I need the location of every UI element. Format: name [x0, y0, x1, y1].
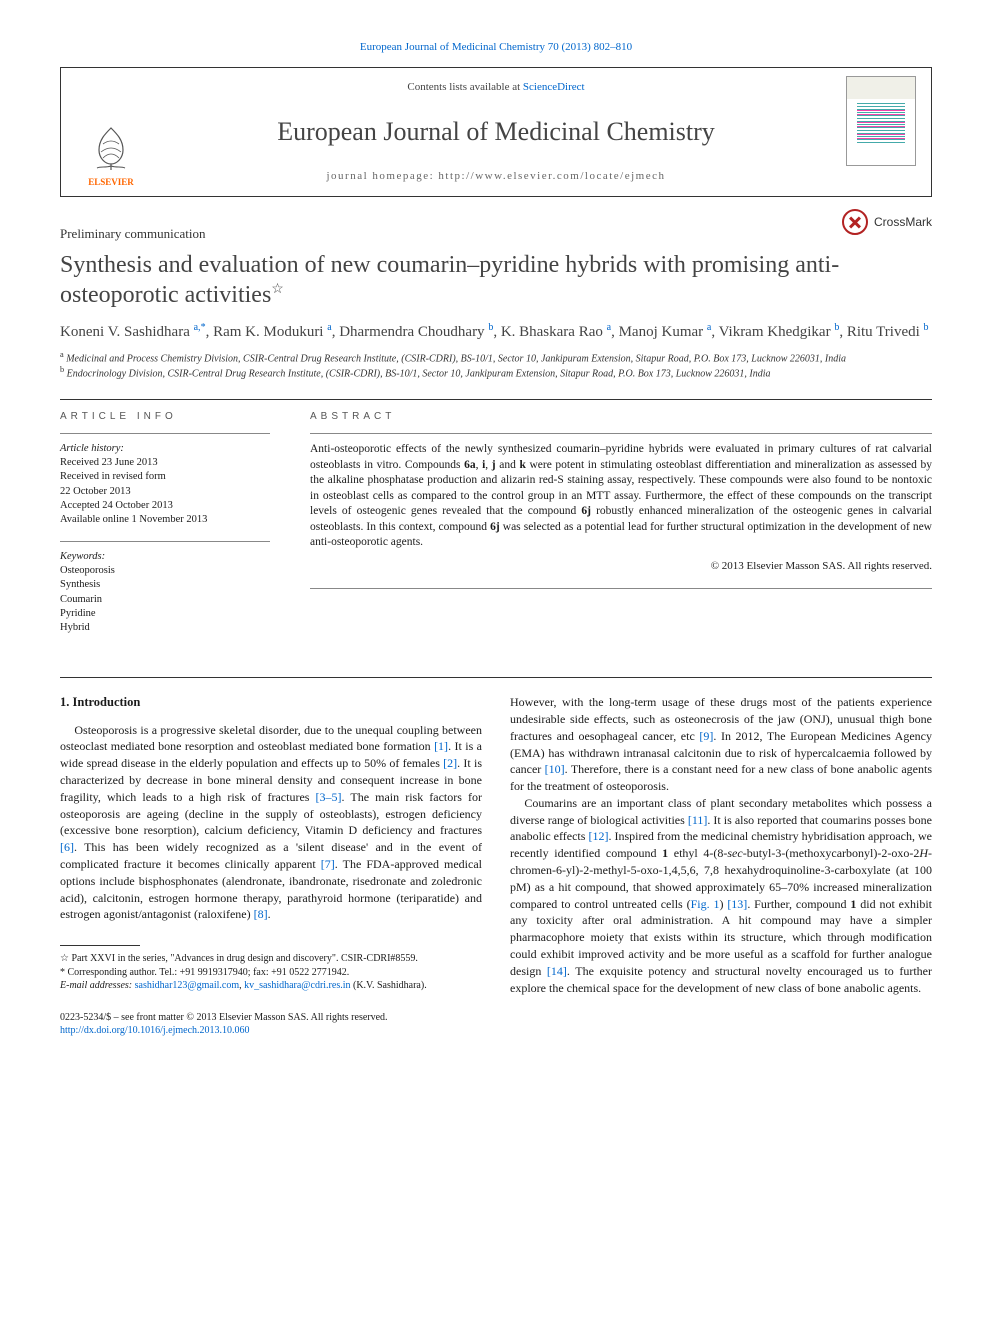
introduction-heading: 1. Introduction	[60, 694, 482, 712]
keyword: Coumarin	[60, 593, 270, 607]
affiliation-a: a Medicinal and Process Chemistry Divisi…	[60, 350, 932, 365]
sciencedirect-link[interactable]: ScienceDirect	[523, 81, 585, 93]
keyword: Pyridine	[60, 607, 270, 621]
keyword: Osteoporosis	[60, 564, 270, 578]
history-line: 22 October 2013	[60, 485, 270, 499]
email-link[interactable]: kv_sashidhara@cdri.res.in	[244, 980, 350, 991]
keyword: Synthesis	[60, 578, 270, 592]
publisher-name: ELSEVIER	[88, 176, 134, 188]
doi-link[interactable]: http://dx.doi.org/10.1016/j.ejmech.2013.…	[60, 1025, 250, 1036]
journal-homepage-line: journal homepage: http://www.elsevier.co…	[327, 169, 666, 184]
journal-cover-area	[831, 68, 931, 196]
email-label: E-mail addresses:	[60, 980, 132, 991]
citation-line: European Journal of Medicinal Chemistry …	[60, 40, 932, 55]
divider-thin	[310, 433, 932, 434]
abstract-copyright: © 2013 Elsevier Masson SAS. All rights r…	[310, 559, 932, 574]
abstract-text: Anti-osteoporotic effects of the newly s…	[310, 442, 932, 551]
footnote-email: E-mail addresses: sashidhar123@gmail.com…	[60, 979, 482, 993]
divider-thin	[60, 433, 270, 434]
journal-title: European Journal of Medicinal Chemistry	[277, 114, 715, 149]
divider	[60, 677, 932, 678]
abstract-column: ABSTRACT Anti-osteoporotic effects of th…	[310, 410, 932, 650]
email-name: (K.V. Sashidhara).	[351, 980, 427, 991]
keyword: Hybrid	[60, 621, 270, 635]
footnotes-block: ☆ Part XXVI in the series, "Advances in …	[60, 945, 482, 993]
affiliation-b: b Endocrinology Division, CSIR-Central D…	[60, 365, 932, 380]
homepage-prefix: journal homepage:	[327, 170, 439, 182]
divider	[60, 399, 932, 400]
intro-paragraph: Coumarins are an important class of plan…	[510, 795, 932, 997]
journal-header: ELSEVIER Contents lists available at Sci…	[60, 67, 932, 197]
homepage-url: http://www.elsevier.com/locate/ejmech	[438, 170, 665, 182]
history-line: Received in revised form	[60, 470, 270, 484]
article-body: 1. Introduction Osteoporosis is a progre…	[60, 694, 932, 1037]
divider-thin	[60, 541, 270, 542]
info-abstract-row: ARTICLE INFO Article history: Received 2…	[60, 410, 932, 650]
history-line: Available online 1 November 2013	[60, 513, 270, 527]
journal-cover-thumbnail	[846, 76, 916, 166]
footnote-corresponding: * Corresponding author. Tel.: +91 991931…	[60, 966, 482, 980]
abstract-label: ABSTRACT	[310, 410, 932, 424]
crossmark-icon	[842, 209, 868, 235]
article-history-block: Article history: Received 23 June 2013 R…	[60, 442, 270, 527]
email-link[interactable]: sashidhar123@gmail.com	[135, 980, 239, 991]
author-list: Koneni V. Sashidhara a,*, Ram K. Modukur…	[60, 320, 932, 344]
history-line: Accepted 24 October 2013	[60, 499, 270, 513]
footnote-rule	[60, 945, 140, 946]
header-center: Contents lists available at ScienceDirec…	[161, 68, 831, 196]
contents-available-line: Contents lists available at ScienceDirec…	[407, 80, 584, 95]
contents-prefix: Contents lists available at	[407, 81, 522, 93]
footnote-star: ☆ Part XXVI in the series, "Advances in …	[60, 952, 482, 966]
keywords-head: Keywords:	[60, 550, 270, 564]
affiliations: a Medicinal and Process Chemistry Divisi…	[60, 350, 932, 381]
footer-copyright: 0223-5234/$ – see front matter © 2013 El…	[60, 1011, 482, 1024]
publisher-logo-area: ELSEVIER	[61, 68, 161, 196]
divider-thin	[310, 588, 932, 589]
article-info-label: ARTICLE INFO	[60, 410, 270, 424]
history-line: Received 23 June 2013	[60, 456, 270, 470]
elsevier-tree-icon	[87, 124, 135, 172]
keywords-block: Keywords: Osteoporosis Synthesis Coumari…	[60, 550, 270, 635]
crossmark-badge-group[interactable]: CrossMark	[842, 209, 932, 235]
footer-block: 0223-5234/$ – see front matter © 2013 El…	[60, 1011, 482, 1037]
article-title: Synthesis and evaluation of new coumarin…	[60, 250, 932, 310]
crossmark-label: CrossMark	[874, 214, 932, 230]
article-type: Preliminary communication	[60, 225, 932, 243]
article-info-column: ARTICLE INFO Article history: Received 2…	[60, 410, 270, 650]
intro-paragraph: Osteoporosis is a progressive skeletal d…	[60, 722, 482, 924]
article-title-text: Synthesis and evaluation of new coumarin…	[60, 252, 839, 308]
intro-paragraph: However, with the long-term usage of the…	[510, 694, 932, 795]
elsevier-logo: ELSEVIER	[87, 124, 135, 188]
title-footnote-star: ☆	[271, 282, 284, 297]
history-head: Article history:	[60, 442, 270, 456]
